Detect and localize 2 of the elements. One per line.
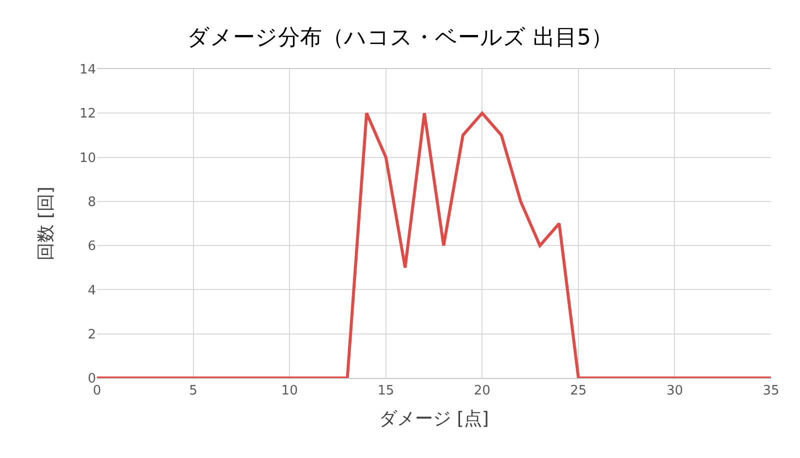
- x-tick-label: 35: [762, 384, 780, 399]
- x-tick-label: 30: [666, 384, 683, 399]
